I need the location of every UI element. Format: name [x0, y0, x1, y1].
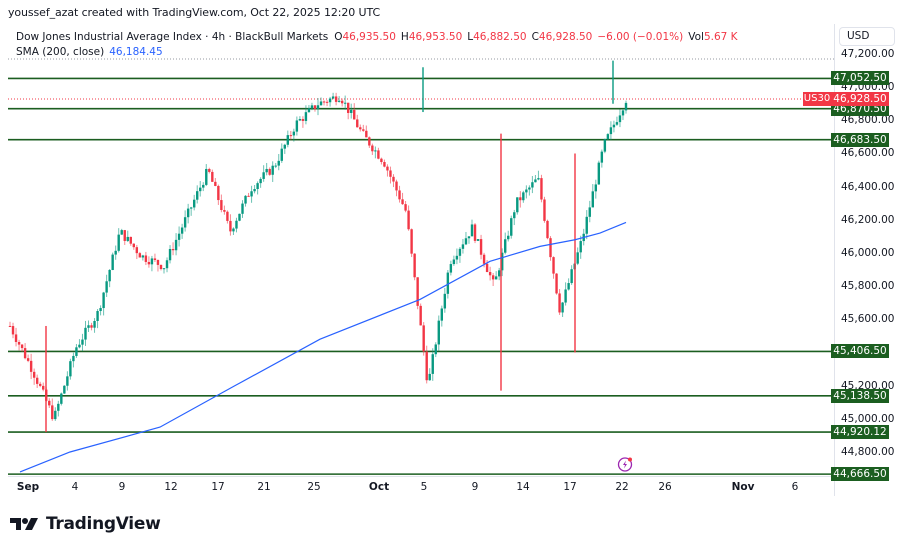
high-label: H [400, 31, 409, 43]
current-price-label: 46,928.50 [831, 92, 889, 106]
sma-value: 46,184.45 [109, 46, 163, 58]
level-price-label: 44,920.12 [831, 425, 889, 440]
time-tick: 22 [615, 481, 629, 493]
price-tick: 46,600.00 [841, 147, 895, 160]
price-tick: 46,800.00 [841, 114, 895, 127]
tradingview-logo[interactable]: TradingView [10, 514, 161, 534]
logo-text: TradingView [46, 514, 161, 534]
level-price-label: 45,406.50 [831, 344, 889, 359]
chart-credit: youssef_azat created with TradingView.co… [8, 6, 381, 19]
current-symbol-label: US30 [803, 92, 831, 106]
legend-main-row: Dow Jones Industrial Average Index · 4h … [16, 30, 743, 45]
high-value: 46,953.50 [408, 31, 463, 43]
price-tick: 46,000.00 [841, 246, 895, 259]
open-label: O [334, 31, 343, 43]
close-label: C [531, 31, 539, 43]
time-tick: 12 [164, 481, 178, 493]
time-tick: 4 [71, 481, 79, 493]
price-tick: 45,600.00 [841, 313, 895, 326]
time-tick: Oct [368, 481, 390, 493]
price-tick: 47,200.00 [841, 48, 895, 60]
volume-label: Vol [688, 31, 704, 43]
time-tick: 17 [563, 481, 577, 493]
time-tick: 17 [211, 481, 225, 493]
close-value: 46,928.50 [538, 31, 593, 43]
alert-lightning-icon[interactable] [617, 456, 633, 472]
low-label: L [467, 31, 474, 43]
price-tick: 45,800.00 [841, 280, 895, 293]
tradingview-logo-icon [10, 518, 38, 530]
time-tick: 25 [307, 481, 321, 493]
volume-value: 5.67 K [703, 31, 738, 43]
candlestick-chart [8, 58, 834, 475]
legend-sma-row: SMA (200, close) 46,184.45 [16, 45, 743, 60]
time-tick: Sep [16, 481, 40, 493]
currency-button[interactable]: USD [839, 27, 895, 46]
price-tick: 45,000.00 [841, 412, 895, 425]
level-price-label: 44,666.50 [831, 467, 889, 482]
price-tick: 46,200.00 [841, 213, 895, 226]
symbol-title[interactable]: Dow Jones Industrial Average Index · 4h … [16, 31, 329, 43]
chart-legend: Dow Jones Industrial Average Index · 4h … [16, 30, 743, 60]
price-tick: 46,400.00 [841, 180, 895, 193]
price-tick: 44,800.00 [841, 445, 895, 458]
low-value: 46,882.50 [473, 31, 527, 43]
time-tick: 5 [420, 481, 428, 493]
open-value: 46,935.50 [342, 31, 396, 43]
chart-canvas[interactable] [8, 24, 834, 476]
time-axis[interactable]: Sep 4 9 12 17 21 25 Oct 5 9 14 17 22 26 Nov 6 [8, 476, 834, 496]
time-tick: 21 [257, 481, 271, 493]
sma-label[interactable]: SMA (200, close) [16, 46, 105, 58]
time-tick: 26 [658, 481, 672, 493]
time-tick: 14 [516, 481, 530, 493]
level-price-label: 46,683.50 [831, 132, 889, 147]
change-value: −6.00 (−0.01%) [597, 31, 684, 43]
level-price-label: 45,138.50 [831, 388, 889, 403]
time-tick: 9 [471, 481, 479, 493]
price-tick: 45,200.00 [841, 379, 895, 392]
level-price-label: 47,052.50 [831, 71, 889, 86]
time-tick: Nov [731, 481, 755, 493]
time-tick: 9 [118, 481, 126, 493]
time-tick: 6 [791, 481, 799, 493]
